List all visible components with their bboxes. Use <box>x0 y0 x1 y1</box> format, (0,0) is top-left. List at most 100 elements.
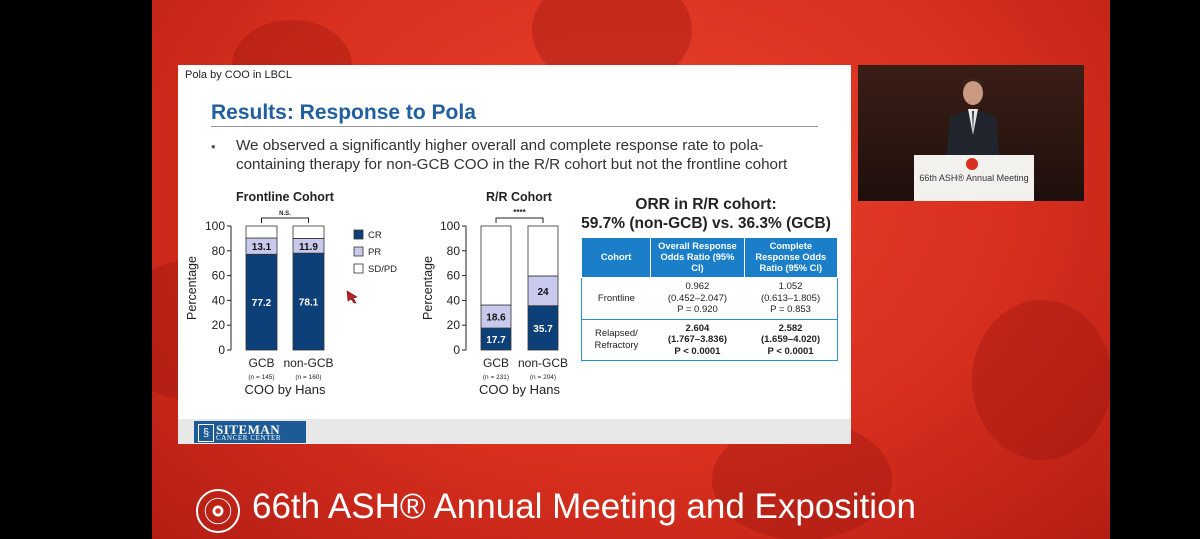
table-header-complete: Complete Response Odds Ratio (95% CI) <box>743 237 839 278</box>
bullet-marker: • <box>211 139 216 154</box>
cr-p: P < 0.0001 <box>767 345 814 357</box>
data-label: 13.1 <box>252 242 272 253</box>
data-label: 11.9 <box>299 242 318 253</box>
or-ci: (1.767–3.836) <box>667 334 728 345</box>
legend-swatch-pr <box>353 246 364 257</box>
siteman-emblem-icon: § <box>198 424 214 442</box>
table-cell-cr: 2.582 (1.659–4.020) P < 0.0001 <box>744 318 838 361</box>
cohort-line-1: Relapsed/ <box>594 328 638 340</box>
meeting-title: 66th ASH® Annual Meeting and Exposition <box>252 487 917 526</box>
bar-segment-sd-pd <box>292 225 325 239</box>
y-tick-label: 40 <box>212 293 226 307</box>
bar-segment-cr <box>292 252 325 351</box>
logo-name: SITEMAN <box>216 422 281 437</box>
podium-label: 66th ASH® Annual Meeting <box>919 173 1029 183</box>
significance-bracket <box>261 217 309 223</box>
bar-segment-pr <box>527 275 559 307</box>
legend-label: SD/PD <box>368 264 397 275</box>
cr-value: 1.052 <box>778 281 803 292</box>
ash-seal-icon <box>196 489 240 533</box>
table-cell-cr: 1.052 (0.613–1.805) P = 0.853 <box>744 277 838 319</box>
legend-label: PR <box>368 247 381 258</box>
or-p: P < 0.0001 <box>674 345 721 357</box>
orr-title-line-2: 59.7% (non-GCB) vs. 36.3% (GCB) <box>581 215 831 232</box>
significance-label: N.S. <box>279 211 291 217</box>
y-tick-label: 80 <box>447 244 461 258</box>
bullet-line-2: containing therapy for non-GCB COO in th… <box>236 156 788 173</box>
data-label: 78.1 <box>299 298 319 309</box>
slide-header: Pola by COO in LBCL <box>185 69 292 81</box>
table-cell-cohort: Relapsed/ Refractory <box>581 318 651 361</box>
significance-label: **** <box>513 208 526 217</box>
table-header-overall: Overall Response Odds Ratio (95% CI) <box>650 237 745 278</box>
siteman-logo: § SITEMAN CANCER CENTER <box>194 421 306 443</box>
data-label: 18.6 <box>486 313 506 324</box>
legend-label: CR <box>368 230 382 241</box>
y-axis-label: Percentage <box>185 256 199 320</box>
slide-footer: § SITEMAN CANCER CENTER <box>178 419 851 444</box>
data-label: 35.7 <box>533 324 553 335</box>
table-row: Relapsed/ Refractory 2.604 (1.767–3.836)… <box>581 318 838 361</box>
bar-segment-sd-pd <box>527 225 559 277</box>
y-tick-label: 100 <box>440 219 460 233</box>
x-tick-label: non-GCB <box>518 356 568 370</box>
category-n-label: (n = 145) <box>248 374 274 381</box>
bar-segment-sd-pd <box>480 225 512 306</box>
ash-logo-icon <box>966 158 978 170</box>
cohort-line-2: Refractory <box>594 339 639 351</box>
cr-ci: (0.613–1.805) <box>760 292 821 304</box>
orr-title: ORR in R/R cohort: 59.7% (non-GCB) vs. 3… <box>581 195 831 233</box>
legend-swatch-sd-pd <box>353 263 364 274</box>
y-tick-label: 20 <box>212 318 226 332</box>
frontline-chart: Percentage 0 20 40 60 80 100 77.2 13.1 GCB (n = 14… <box>185 211 397 397</box>
category-n-label: (n = 231) <box>483 374 509 381</box>
y-tick-label: 60 <box>447 269 461 283</box>
x-axis-label: COO by Hans <box>245 382 326 397</box>
category-n-label: (n = 160) <box>295 374 321 381</box>
y-tick-label: 0 <box>218 343 225 357</box>
orr-title-line-1: ORR in R/R cohort: <box>635 196 777 213</box>
cr-ci: (1.659–4.020) <box>760 334 821 345</box>
y-tick-label: 20 <box>447 318 461 332</box>
cr-value: 2.582 <box>778 322 803 334</box>
odds-ratio-table: Cohort Overall Response Odds Ratio (95% … <box>580 237 839 361</box>
frontline-chart-title: Frontline Cohort <box>236 190 334 204</box>
table-header-row: Cohort Overall Response Odds Ratio (95% … <box>580 237 839 278</box>
table-cell-cohort: Frontline <box>581 277 651 319</box>
rr-chart-title: R/R Cohort <box>486 190 552 204</box>
bar-segment-cr <box>527 305 559 351</box>
table-cell-or: 0.962 (0.452–2.047) P = 0.920 <box>650 277 745 319</box>
cr-p: P = 0.853 <box>770 304 811 315</box>
y-axis-label: Percentage <box>421 256 435 320</box>
logo-subtitle: CANCER CENTER <box>216 434 282 442</box>
podium: 66th ASH® Annual Meeting <box>914 155 1034 201</box>
table-header-cohort: Cohort <box>580 237 652 278</box>
slide-title: Results: Response to Pola <box>211 101 476 124</box>
significance-bracket <box>495 217 544 223</box>
slide: Pola by COO in LBCL Results: Response to… <box>178 65 851 444</box>
y-tick-label: 40 <box>447 293 461 307</box>
table-cell-or: 2.604 (1.767–3.836) P < 0.0001 <box>650 318 745 361</box>
bar-segment-sd-pd <box>245 225 278 239</box>
speaker-video: 66th ASH® Annual Meeting <box>858 65 1084 201</box>
or-value: 0.962 <box>685 281 710 292</box>
mouse-pointer-icon <box>346 290 358 304</box>
rr-chart: Percentage 0 20 40 60 80 100 17.7 18.6 GCB (n = 23… <box>421 208 568 397</box>
title-divider <box>211 126 818 127</box>
category-n-label: (n = 204) <box>530 374 556 381</box>
y-tick-label: 60 <box>212 269 226 283</box>
table-row: Frontline 0.962 (0.452–2.047) P = 0.920 … <box>581 277 838 319</box>
y-tick-label: 100 <box>205 219 225 233</box>
data-label: 17.7 <box>486 335 506 346</box>
presenter-icon <box>946 78 1000 165</box>
meeting-banner: 66th ASH® Annual Meeting and Exposition <box>196 485 956 535</box>
data-label: 77.2 <box>252 298 272 309</box>
x-tick-label: GCB <box>483 356 509 370</box>
or-ci: (0.452–2.047) <box>667 292 728 304</box>
bullet-line-1: We observed a significantly higher overa… <box>236 137 764 154</box>
x-tick-label: non-GCB <box>283 356 333 370</box>
y-tick-label: 0 <box>453 343 460 357</box>
or-p: P = 0.920 <box>677 304 718 315</box>
or-value: 2.604 <box>685 322 710 334</box>
data-label: 24 <box>537 287 549 298</box>
